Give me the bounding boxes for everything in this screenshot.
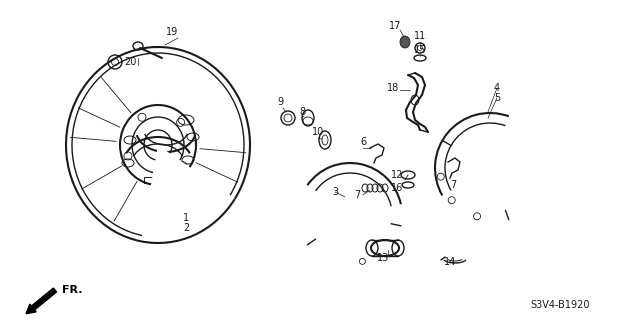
Text: 11: 11: [414, 31, 426, 41]
Text: 14: 14: [444, 257, 456, 267]
Text: 2: 2: [183, 223, 189, 233]
Wedge shape: [141, 145, 237, 242]
Text: 15: 15: [414, 45, 426, 55]
Text: 18: 18: [387, 83, 399, 93]
Text: 10: 10: [312, 127, 324, 137]
Text: 20: 20: [124, 57, 136, 67]
Text: 7: 7: [450, 180, 456, 190]
FancyArrow shape: [26, 288, 56, 314]
Text: 1: 1: [183, 213, 189, 223]
Text: 9: 9: [277, 97, 283, 107]
Text: 13: 13: [377, 253, 389, 263]
Text: 4: 4: [494, 83, 500, 93]
Text: FR.: FR.: [62, 285, 83, 295]
Text: 7: 7: [354, 190, 360, 200]
Text: 3: 3: [332, 187, 338, 197]
Ellipse shape: [400, 36, 410, 48]
Text: 5: 5: [494, 93, 500, 103]
Text: 19: 19: [166, 27, 178, 37]
Text: 12: 12: [391, 170, 403, 180]
Text: 8: 8: [299, 107, 305, 117]
Text: 6: 6: [360, 137, 366, 147]
Text: 17: 17: [389, 21, 401, 31]
Text: S3V4-B1920: S3V4-B1920: [530, 300, 589, 310]
Text: 16: 16: [391, 183, 403, 193]
